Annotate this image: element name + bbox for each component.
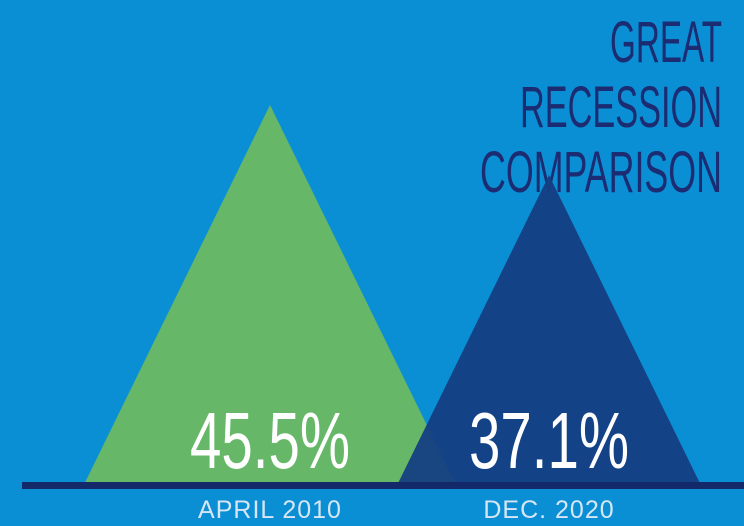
value-label: 45.5% — [190, 396, 350, 485]
chart-title: GREAT — [610, 10, 722, 75]
category-label: APRIL 2010 — [198, 496, 342, 524]
category-label: DEC. 2020 — [483, 496, 614, 524]
chart-title: RECESSION — [520, 75, 722, 140]
baseline — [22, 482, 744, 489]
chart-title: COMPARISON — [480, 140, 722, 205]
value-label: 37.1% — [469, 396, 629, 485]
triangle — [397, 175, 701, 485]
triangle — [83, 105, 457, 485]
